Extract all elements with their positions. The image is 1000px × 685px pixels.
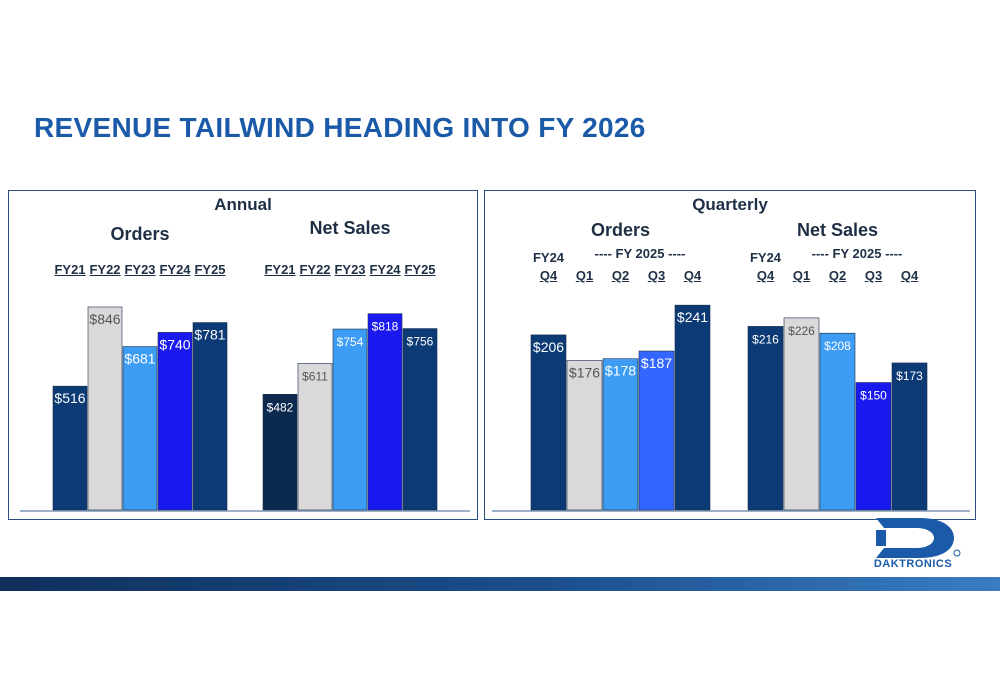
bar-0-0-3 <box>157 332 193 511</box>
category-label-0-0-1: FY22 <box>89 262 121 277</box>
category-label-0-1-0: FY21 <box>264 262 296 277</box>
category-label-0-0-0: FY21 <box>54 262 86 277</box>
value-label-0-1-3: $818 <box>372 320 399 334</box>
category-label-1-0-2: Q2 <box>611 268 630 283</box>
quarterly-chart-title: Quarterly <box>692 195 768 214</box>
logo-mark-icon <box>876 518 961 558</box>
value-label-1-1-4: $173 <box>896 369 923 383</box>
bar-0-1-2 <box>332 328 368 511</box>
bar-0-1-4 <box>402 328 438 511</box>
value-label-1-0-0: $206 <box>533 339 564 355</box>
group-title-0-0: Orders <box>110 224 170 244</box>
group-title-0-1: Net Sales <box>309 218 391 238</box>
category-label-1-1-1: Q1 <box>792 268 811 283</box>
logo-text: DAKTRONICS <box>873 558 953 570</box>
value-label-1-1-1: $226 <box>788 324 815 338</box>
category-label-0-1-3: FY24 <box>369 262 401 277</box>
bar-0-0-2 <box>122 346 158 511</box>
bar-1-0-0 <box>530 334 567 511</box>
bar-0-0-0 <box>52 385 88 511</box>
value-label-0-0-4: $781 <box>194 327 225 343</box>
category-label-1-1-2: Q2 <box>828 268 847 283</box>
value-label-0-1-4: $756 <box>407 335 434 349</box>
page-title: REVENUE TAILWIND HEADING INTO FY 2026 <box>34 112 646 143</box>
value-label-1-1-2: $208 <box>824 339 851 353</box>
span-label-0: ---- FY 2025 ---- <box>594 246 686 261</box>
bar-1-1-2 <box>819 332 856 511</box>
bar-0-1-3 <box>367 313 403 511</box>
value-label-1-1-3: $150 <box>860 389 887 403</box>
category-label-1-1-3: Q3 <box>864 268 883 283</box>
footer-bar <box>0 577 1000 591</box>
bar-1-0-2 <box>602 358 639 511</box>
category-label-1-0-0: Q4 <box>539 268 558 283</box>
value-label-0-0-1: $846 <box>89 311 120 327</box>
bar-1-1-4 <box>891 362 928 511</box>
category-label-1-0-1: Q1 <box>575 268 594 283</box>
bar-1-1-1 <box>783 317 820 511</box>
bar-1-1-3 <box>855 382 892 511</box>
value-label-0-0-3: $740 <box>159 336 190 352</box>
value-label-0-0-2: $681 <box>124 351 155 367</box>
bar-0-0-4 <box>192 322 228 511</box>
value-label-0-1-0: $482 <box>267 400 294 414</box>
category-label-1-0-4: Q4 <box>683 268 702 283</box>
bar-1-0-3 <box>638 350 675 511</box>
category-label-1-0-3: Q3 <box>647 268 666 283</box>
value-label-1-1-0: $216 <box>752 332 779 346</box>
year-prefix-0: FY24 <box>532 250 565 265</box>
bar-0-1-1 <box>297 363 333 511</box>
category-label-0-0-3: FY24 <box>159 262 191 277</box>
bar-1-0-4 <box>674 304 711 511</box>
span-label-1: ---- FY 2025 ---- <box>811 246 903 261</box>
category-label-0-1-1: FY22 <box>299 262 331 277</box>
category-label-0-1-4: FY25 <box>404 262 436 277</box>
group-title-1-0: Orders <box>590 220 651 240</box>
value-label-0-1-2: $754 <box>337 335 364 349</box>
bar-1-1-0 <box>747 326 784 511</box>
bar-0-1-0 <box>262 394 298 511</box>
value-label-1-0-2: $178 <box>605 363 636 379</box>
category-label-1-1-0: Q4 <box>756 268 775 283</box>
category-label-0-1-2: FY23 <box>334 262 366 277</box>
year-prefix-1: FY24 <box>749 250 782 265</box>
value-label-1-0-3: $187 <box>641 355 672 371</box>
group-title-1-1: Net Sales <box>796 220 879 240</box>
category-label-0-0-2: FY23 <box>124 262 156 277</box>
value-label-0-1-1: $611 <box>302 369 328 383</box>
bar-1-0-1 <box>566 360 603 511</box>
annual-chart-title: Annual <box>214 195 272 214</box>
daktronics-logo: DAKTRONICS <box>858 516 968 576</box>
value-label-1-0-4: $241 <box>677 309 708 325</box>
value-label-1-0-1: $176 <box>569 364 600 380</box>
bar-0-0-1 <box>87 306 123 511</box>
value-label-0-0-0: $516 <box>54 390 85 406</box>
category-label-1-1-4: Q4 <box>900 268 919 283</box>
category-label-0-0-4: FY25 <box>194 262 226 277</box>
